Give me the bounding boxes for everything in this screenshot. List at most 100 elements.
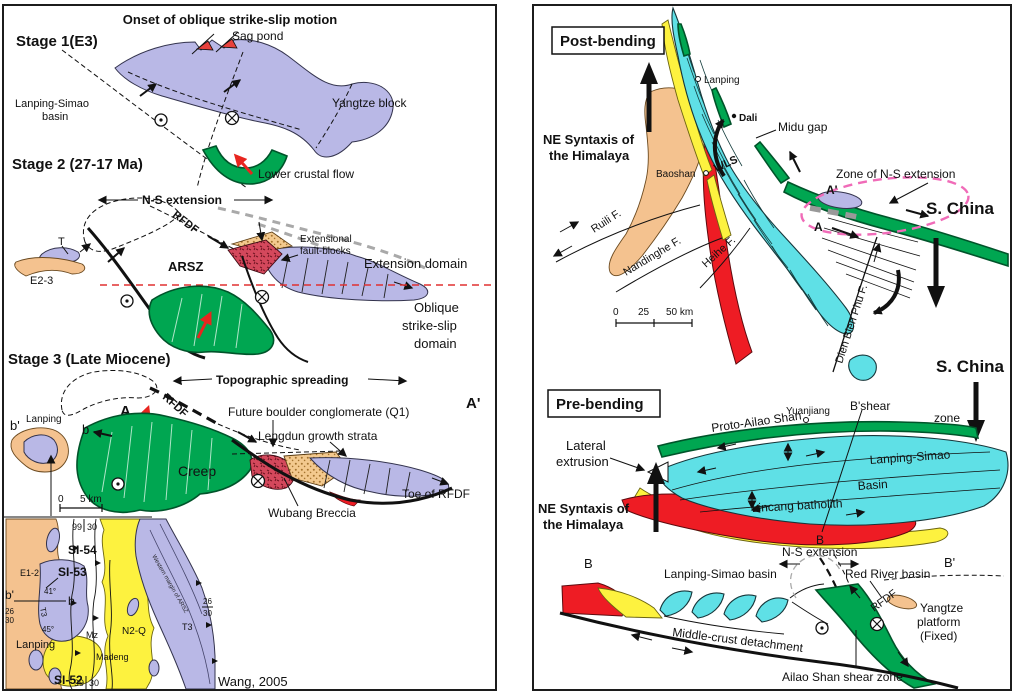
oblique-label1: Oblique [414, 300, 459, 315]
normal-fault-lines [281, 257, 389, 299]
n2q-label: N2-Q [122, 626, 146, 637]
ne-syntaxis-label1: NE Syntaxis of [543, 132, 635, 147]
sec-yellow-wedge [597, 587, 663, 619]
sec-yangtze-label3: (Fixed) [920, 629, 957, 643]
lincang-label: Lincang batholith [751, 496, 842, 515]
map-lavender-blob [28, 649, 44, 671]
scale-bar [59, 504, 103, 512]
section-a: A [814, 220, 823, 234]
rfdf-headwall-loop [60, 369, 158, 416]
rfdf-slip-arrow [207, 235, 230, 249]
oblique-label2: strike-slip [402, 318, 457, 333]
arsz-label: ARSZ [168, 259, 203, 274]
topo-arrow-right [367, 376, 408, 386]
lanping-town-marker [695, 76, 701, 82]
small-down-arrow [256, 221, 266, 242]
sec-red-river-label: Red River basin [845, 567, 930, 581]
lanping-simao-label: Lanping-Simao [869, 447, 951, 467]
toe-normal-faults [323, 459, 411, 495]
e23-label: E2-3 [30, 275, 53, 287]
scale-bar [615, 319, 693, 327]
yellow-belt-south [706, 174, 732, 241]
flow-arrow-red [233, 153, 254, 175]
t-fault-link [79, 243, 92, 253]
lon-top-a: 99 [72, 522, 82, 532]
stage2-heading: Stage 2 (27-17 Ma) [12, 156, 143, 173]
topo-spreading-label: Topographic spreading [216, 373, 348, 387]
ext-blocks-label1: Extensional [300, 234, 352, 245]
zone-label: zone [934, 411, 960, 425]
section-a-prime-label: A' [466, 395, 480, 412]
scale-25: 25 [638, 307, 650, 318]
into-page-symbol [250, 473, 266, 489]
s-china-label: S. China [926, 199, 995, 218]
dali-town-marker [731, 113, 737, 119]
baoshan-label: Baoshan [656, 169, 695, 180]
green-slivers [677, 23, 791, 185]
cross-section: N-S extension B B' Lanping-Simao basin R… [559, 545, 1005, 689]
lanping-town-label: Lanping [704, 75, 740, 86]
rfdf-dashed-thin [217, 423, 301, 451]
lon-bottom-a: 99 [74, 678, 84, 688]
s-china-label2: S. China [936, 357, 1005, 376]
scale-0: 0 [58, 494, 64, 505]
creep-arrow-red [196, 311, 212, 339]
thrust-teeth [71, 545, 218, 664]
yangtze-block-label: Yangtze block [332, 96, 407, 110]
arsz-fault [241, 255, 309, 363]
stage2-diagram: Stage 2 (27-17 Ma) N-S extension RFDF T … [12, 156, 492, 363]
band-slip-arrow [831, 227, 860, 239]
into-page-symbol [224, 110, 240, 126]
post-bending-map: Post-bending NE Syntaxis of the Himalaya… [543, 6, 1009, 373]
ruili-fault [552, 204, 701, 263]
section-a-label: A [120, 403, 131, 420]
lat-left-b: 30 [5, 616, 14, 625]
pre-bending-heading: Pre-bending [556, 396, 644, 413]
lat-left-a: 26 [5, 607, 14, 616]
si52-label: SI-52 [54, 673, 83, 687]
credit-label: Wang, 2005 [218, 674, 288, 689]
t-crescent-bottom [14, 257, 86, 277]
stage3-creep-body [76, 412, 253, 514]
sec-b-label: B [584, 556, 593, 571]
internal-shear-lines [671, 451, 1001, 513]
zone-ns-leader [888, 182, 929, 204]
basin-label: Basin [857, 477, 888, 493]
b-prime-label: b' [10, 418, 20, 433]
lengdun-label: Lengdun growth strata [258, 429, 378, 443]
ns-extension-zone-ellipse [800, 176, 970, 236]
future-boulder-label: Future boulder conglomerate (Q1) [228, 405, 409, 419]
stage3-heading: Stage 3 (Late Miocene) [8, 351, 171, 368]
eroded-anticline-dashed [789, 555, 841, 599]
bent-shear-belt [671, 6, 855, 335]
dip-45: 45° [42, 625, 54, 634]
si54-label: SI-54 [68, 543, 97, 557]
band-arrow [905, 209, 930, 219]
lanping-simao-label: Lanping-Simao [15, 98, 89, 110]
shear-sense-arrows [696, 441, 866, 518]
sec-yangtze-label1: Yangtze [920, 601, 963, 615]
ns-extension-label: N-S extension [142, 193, 222, 207]
into-page-symbol [869, 616, 885, 632]
map-lavender-blob [48, 667, 62, 685]
thrust-arrow [223, 79, 242, 93]
topo-arrow-left [172, 376, 213, 386]
lateral-label2: extrusion [556, 454, 609, 469]
syntaxis-arrow-up2 [647, 462, 665, 532]
fan-extension-lines [821, 217, 921, 299]
yangtze-block-shape [114, 39, 394, 158]
midu-gap-label: Midu gap [778, 120, 828, 134]
out-of-page-symbol [815, 621, 829, 635]
lengdun-leader [329, 441, 348, 457]
map-fault-traces [68, 518, 113, 689]
stage1-diagram: Onset of oblique strike-slip motion Stag… [15, 12, 407, 189]
heihe-fault [699, 227, 751, 289]
out-of-page-symbol [154, 113, 168, 127]
lanping-simao-label2: basin [42, 111, 68, 123]
right-panel-bending-models: Post-bending NE Syntaxis of the Himalaya… [532, 4, 1012, 691]
wubang-leader [283, 477, 299, 507]
sec-red-river-basin-lens [886, 594, 918, 610]
section-gray-bar [809, 205, 859, 220]
b-shear-label: B'shear [850, 399, 890, 413]
